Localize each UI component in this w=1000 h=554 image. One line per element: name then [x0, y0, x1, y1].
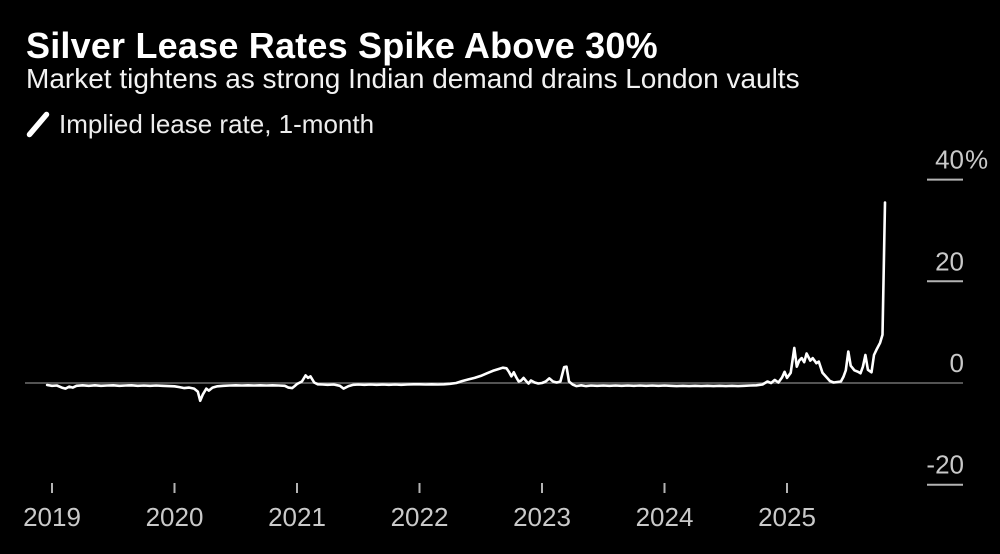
- legend-line-marker-icon: [26, 111, 50, 138]
- x-axis-label: 2023: [513, 502, 571, 532]
- lease-rate-line: [45, 201, 887, 403]
- y-axis-label: 40: [935, 145, 964, 175]
- y-axis-label: 0: [950, 348, 964, 378]
- x-axis-label: 2021: [268, 502, 326, 532]
- chart-subtitle: Market tightens as strong Indian demand …: [26, 63, 800, 94]
- legend-label: Implied lease rate, 1-month: [59, 109, 375, 139]
- legend: Implied lease rate, 1-month: [26, 109, 374, 140]
- x-axis-label: 2024: [636, 502, 694, 532]
- y-axis-unit-label: %: [965, 145, 988, 175]
- x-axis-label: 2025: [758, 502, 816, 532]
- x-axis-label: 2020: [146, 502, 204, 532]
- chart-title: Silver Lease Rates Spike Above 30%: [26, 25, 658, 66]
- x-axis-label: 2022: [391, 502, 449, 532]
- y-axis-label: 20: [935, 246, 964, 276]
- x-axis-label: 2019: [23, 502, 81, 532]
- y-axis-label: -20: [926, 450, 964, 480]
